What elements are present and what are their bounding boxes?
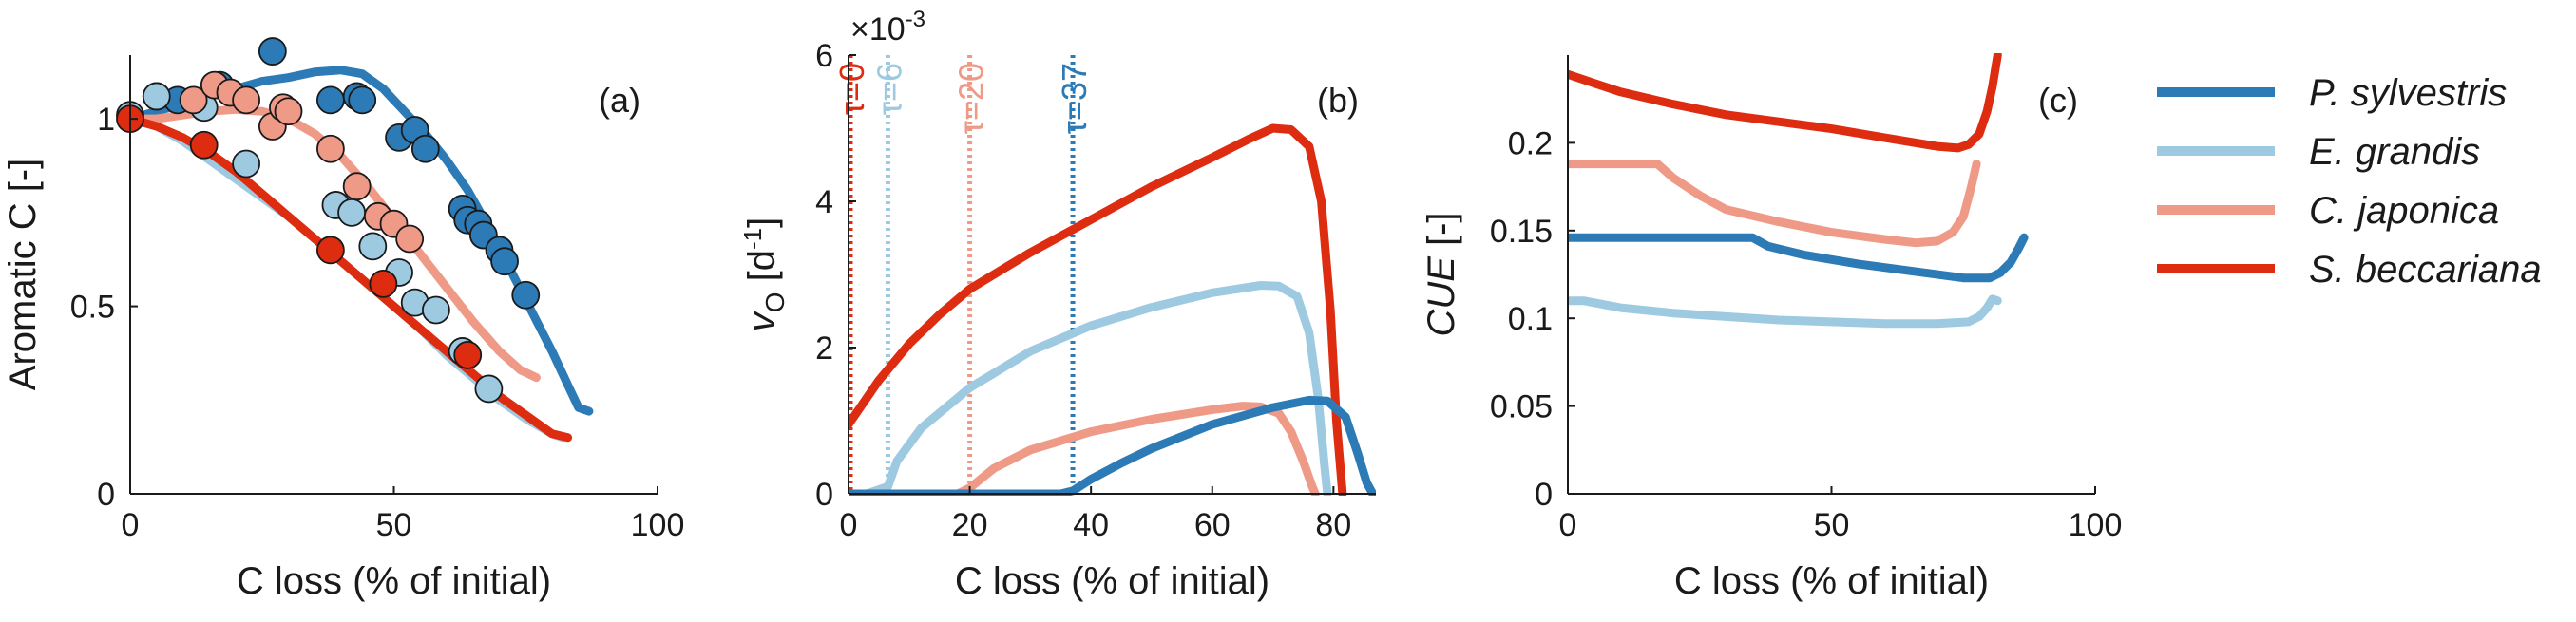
y-tick-label-1: 0.05: [1490, 389, 1553, 425]
y-axis-label-unit-open: [d: [741, 250, 783, 292]
data-point-p-sylvestris-4: [315, 85, 345, 115]
y-tick-label-0: 0: [97, 477, 115, 513]
x-axis-label: C loss (% of initial): [955, 560, 1269, 602]
data-point-c-japonica-6: [274, 97, 303, 126]
x-tick-label-0: 0: [1559, 507, 1577, 543]
x-tick-label-1: 20: [952, 507, 988, 543]
x-tick-label-2: 40: [1073, 507, 1109, 543]
y-axis-label-unit: [-]: [1421, 212, 1462, 256]
tau-label-1: τ=6: [869, 63, 908, 115]
y-tick-label-1: 0.5: [70, 290, 115, 326]
y-tick-label-3: 0.15: [1490, 214, 1553, 250]
data-point-e-grandis-11: [474, 374, 504, 404]
x-axis-label: C loss (% of initial): [237, 560, 551, 602]
data-point-p-sylvestris-3: [258, 37, 287, 66]
legend-label-e-grandis: E. grandis: [2309, 131, 2480, 173]
data-point-e-grandis-5: [337, 198, 367, 227]
y-scale-exp: -3: [906, 7, 925, 32]
x-tick-label-3: 60: [1194, 507, 1231, 543]
series-line-s-beccariana: [849, 123, 1347, 496]
data-point-p-sylvestris-6: [348, 85, 377, 115]
panel-tag: (c): [2038, 81, 2078, 120]
data-point-s-beccariana-3: [369, 269, 398, 298]
y-axis-label: CUE [-]: [1421, 212, 1462, 336]
series-line-p-sylvestris: [130, 66, 594, 416]
data-point-s-beccariana-1: [189, 130, 219, 160]
data-point-s-beccariana-2: [315, 236, 345, 265]
panel-tag: (b): [1317, 81, 1359, 120]
legend-label-s-beccariana: S. beccariana: [2309, 249, 2542, 291]
data-point-c-japonica-11: [395, 224, 425, 254]
y-tick-label-1: 2: [815, 330, 833, 367]
y-tick-label-2: 4: [815, 184, 833, 220]
panel-tag: (a): [599, 81, 640, 120]
tau-label-0: τ=0: [832, 63, 871, 115]
x-tick-label-1: 50: [1814, 507, 1850, 543]
y-tick-label-0: 0: [1535, 477, 1553, 513]
x-tick-label-0: 0: [840, 507, 858, 543]
legend: P. sylvestris E. grandis C. japonica S. bec…: [2157, 72, 2542, 291]
x-tick-label-2: 100: [2069, 507, 2123, 543]
y-tick-label-2: 1: [97, 102, 115, 138]
y-axis-label-main: CUE: [1421, 255, 1462, 337]
series-line-c-japonica: [849, 402, 1320, 496]
x-tick-label-4: 80: [1315, 507, 1351, 543]
y-axis-label-main: v: [741, 311, 783, 331]
data-point-c-japonica-0: [179, 85, 208, 115]
series-line-e-grandis: [849, 281, 1332, 496]
y-tick-label-2: 0.1: [1508, 301, 1553, 337]
x-tick-label-0: 0: [122, 507, 140, 543]
data-point-e-grandis-9: [421, 295, 450, 325]
data-point-p-sylvestris-9: [410, 134, 440, 163]
y-tick-label-3: 6: [815, 38, 833, 74]
y-axis-label-unit-exp: -1: [738, 228, 767, 250]
legend-label-c-japonica: C. japonica: [2309, 190, 2499, 232]
panel-a: 0 50 100 0 0.5 1 C loss (% of initial) (a) Aroma…: [2, 37, 685, 602]
panel-c: 0 50 100 0 0.05 0.1 0.15 0.2 C loss (% of initia…: [1421, 53, 2123, 602]
series-line-p-sylvestris: [849, 395, 1376, 496]
x-axis-label: C loss (% of initial): [1674, 560, 1989, 602]
series-line-p-sylvestris: [1568, 233, 2029, 283]
plot-area: [1568, 53, 2029, 329]
y-scale-label: ×10-3: [850, 7, 925, 47]
plot-area: [130, 66, 594, 443]
data-point-c-japonica-3: [232, 85, 261, 115]
data-point-e-grandis-1: [142, 82, 171, 111]
data-point-c-japonica-7: [315, 134, 345, 163]
y-tick-label-4: 0.2: [1508, 125, 1553, 161]
data-point-e-grandis-6: [358, 232, 388, 261]
tau-label-3: τ=37: [1055, 63, 1094, 134]
series-line-s-beccariana: [1568, 53, 2002, 153]
data-point-e-grandis-3: [232, 149, 261, 179]
y-scale-base: ×10: [850, 11, 906, 47]
series-line-e-grandis: [1568, 294, 2002, 329]
panel-b: τ=0τ=6 τ=20 τ=37 0 20 40 60 80 0 2 4 6 C loss (% of …: [738, 7, 1376, 602]
x-tick-label-2: 100: [631, 507, 685, 543]
data-point-s-beccariana-4: [453, 340, 483, 369]
series-line-c-japonica: [1568, 160, 1981, 248]
data-point-p-sylvestris-15: [490, 247, 519, 276]
y-axis-label-sub: O: [760, 292, 790, 312]
y-axis-label: vO [d-1]: [738, 217, 790, 332]
x-tick-label-1: 50: [376, 507, 412, 543]
plot-area: [849, 123, 1376, 496]
y-axis-label: Aromatic C [-]: [2, 159, 44, 390]
data-point-p-sylvestris-16: [511, 280, 541, 310]
y-axis-label-unit-close: ]: [741, 217, 783, 228]
data-point-c-japonica-8: [342, 172, 372, 201]
legend-label-p-sylvestris: P. sylvestris: [2309, 72, 2507, 114]
tau-label-2: τ=20: [952, 63, 991, 134]
y-tick-label-0: 0: [815, 477, 833, 513]
